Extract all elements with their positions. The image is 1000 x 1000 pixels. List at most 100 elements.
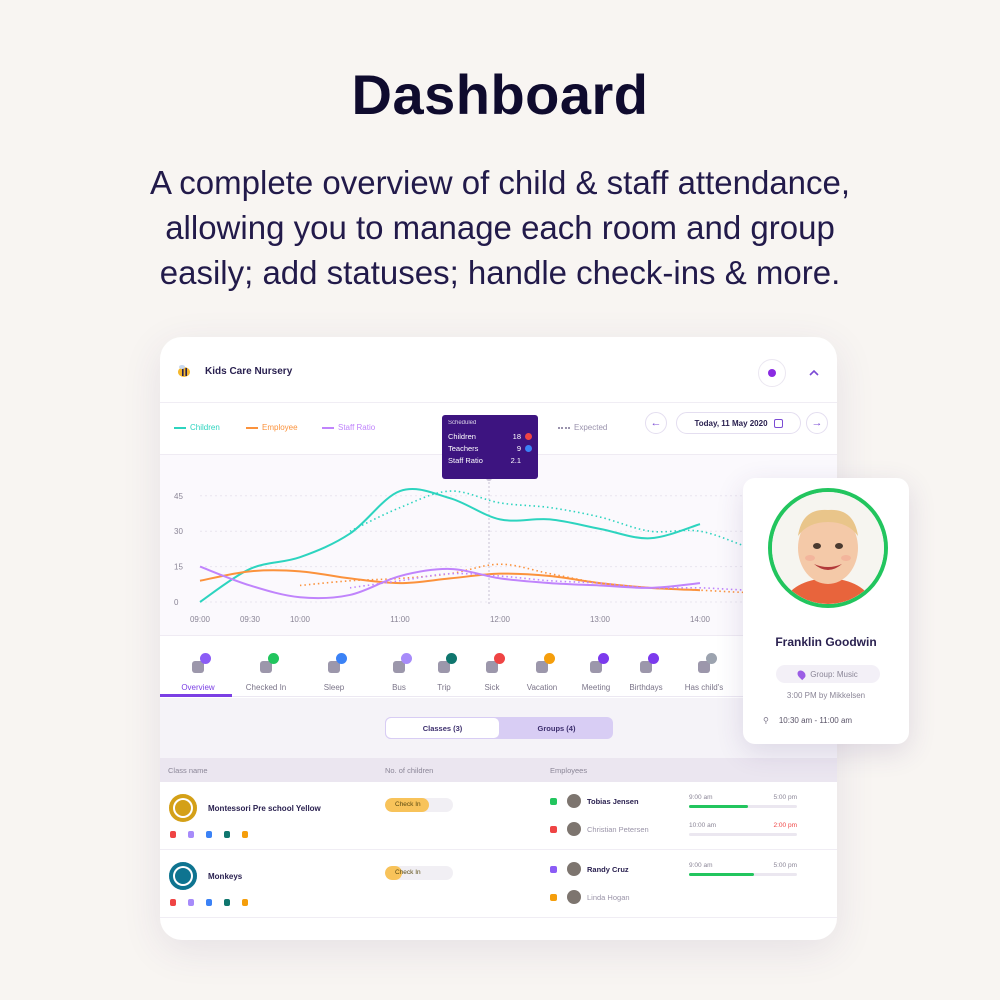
table-row[interactable]: Montessori Pre school Yellow Check In Tobi… <box>160 782 837 850</box>
class-name[interactable]: Monkeys <box>208 872 243 881</box>
nursery-name: Kids Care Nursery <box>205 366 293 377</box>
chart-area <box>160 454 837 636</box>
next-day-button[interactable]: → <box>806 412 828 434</box>
x-tick-label: 14:00 <box>690 615 711 624</box>
column-header-children[interactable]: No. of children <box>385 766 434 775</box>
shift-start: 9:00 am <box>689 862 713 869</box>
tab-birthdays[interactable]: Birthdays <box>612 653 680 697</box>
employee-status-icon <box>550 797 557 805</box>
legend-item-expected[interactable]: Expected <box>558 423 607 432</box>
legend-label: Expected <box>574 423 608 432</box>
shift-progress-track <box>689 833 797 836</box>
shift-end: 5:00 pm <box>773 862 798 869</box>
employee-status-icon <box>550 893 557 901</box>
employee-name: Christian Petersen <box>587 824 649 834</box>
employee-entry[interactable]: Christian Petersen <box>550 822 649 836</box>
x-tick-label: 13:00 <box>590 615 611 624</box>
view-toggle-area: Classes (3) Groups (4) <box>160 698 837 758</box>
tab-vacation[interactable]: Vacation <box>508 653 576 697</box>
column-header-employees[interactable]: Employees <box>550 766 588 775</box>
avatar <box>567 822 581 836</box>
hero-subtitle-line: allowing you to manage each room and gro… <box>165 209 835 246</box>
x-tick-label: 11:00 <box>390 615 410 624</box>
tab-checked-in[interactable]: Checked In <box>232 653 300 697</box>
settings-button[interactable] <box>758 359 786 387</box>
prev-day-button[interactable]: ← <box>645 412 667 434</box>
y-tick-label: 45 <box>174 492 183 501</box>
count-badge <box>494 653 505 664</box>
column-header-class[interactable]: Class name <box>168 766 208 775</box>
arrow-left-icon: ← <box>650 417 662 429</box>
status-icon <box>260 653 279 673</box>
shift-timeline: 9:00 am 5:00 pm <box>689 794 797 814</box>
walking-person-icon: ⚲ <box>763 716 769 725</box>
tab-label: Checked In <box>245 683 287 692</box>
status-icon <box>393 653 412 673</box>
table-row[interactable]: Monkeys Check In Randy Cruz 9:00 am 5:00 pm L… <box>160 850 837 918</box>
status-mini-icon <box>224 831 232 838</box>
gear-icon <box>768 369 776 377</box>
employee-name: Tobias Jensen <box>587 796 639 806</box>
tooltip-label: Staff Ratio <box>448 455 483 465</box>
tooltip-value: 9 <box>516 443 521 453</box>
tab-label: Meeting <box>581 683 611 692</box>
x-tick-label: 09:00 <box>190 615 211 624</box>
status-mini-icon <box>188 831 196 838</box>
status-mini-icon <box>206 831 214 838</box>
y-tick-label: 30 <box>174 527 183 536</box>
checkin-progress-fill <box>385 798 430 812</box>
tab-meeting[interactable]: Meeting <box>562 653 630 697</box>
date-picker[interactable]: Today, 11 May 2020 <box>676 412 801 434</box>
shift-progress-track <box>689 805 797 808</box>
tab-overview[interactable]: Overview <box>164 653 232 697</box>
avatar <box>567 794 581 808</box>
tooltip-value: 18 <box>512 431 521 441</box>
dashboard-card: Kids Care Nursery Children Employee Staf… <box>160 337 837 940</box>
status-icon-strip <box>170 899 250 906</box>
hero-subtitle: A complete overview of child & staff att… <box>80 160 920 295</box>
status-icon <box>486 653 505 673</box>
series-line-children-dotted <box>349 490 801 563</box>
child-profile-card[interactable]: Franklin Goodwin Group: Music 3:00 PM by… <box>743 478 909 744</box>
employee-name: Linda Hogan <box>587 892 630 902</box>
employee-status-icon <box>550 865 557 873</box>
series-line-staff-ratio-dotted <box>349 572 801 592</box>
tooltip-header: Scheduled <box>448 420 477 426</box>
status-icon <box>590 653 609 673</box>
status-mini-icon <box>206 899 214 906</box>
tooltip-value: 2.1 <box>510 455 521 465</box>
class-avatar <box>169 794 197 822</box>
status-mini-icon <box>224 899 232 906</box>
card-header: Kids Care Nursery <box>160 337 837 403</box>
tab-has-child-s[interactable]: Has child's <box>670 653 738 697</box>
employee-name: Randy Cruz <box>587 864 629 874</box>
employee-entry[interactable]: Linda Hogan <box>550 890 630 904</box>
count-badge <box>706 653 717 664</box>
collapse-button[interactable] <box>800 359 828 387</box>
status-icon <box>328 653 347 673</box>
tab-trip[interactable]: Trip <box>410 653 478 697</box>
tab-sleep[interactable]: Sleep <box>300 653 368 697</box>
shift-timeline: 9:00 am 5:00 pm <box>689 862 797 882</box>
tab-label: Birthdays <box>629 683 663 692</box>
child-photo <box>768 488 888 608</box>
employee-entry[interactable]: Tobias Jensen <box>550 794 639 808</box>
tab-sick[interactable]: Sick <box>458 653 526 697</box>
table-header: Class name No. of children Employees <box>160 758 837 782</box>
status-icon <box>698 653 717 673</box>
employee-entry[interactable]: Randy Cruz <box>550 862 629 876</box>
employee-status-icon <box>550 825 557 833</box>
time-range-text: 10:30 am - 11:00 am <box>778 716 853 725</box>
tab-label: Vacation <box>526 683 558 692</box>
class-name[interactable]: Montessori Pre school Yellow <box>208 804 321 813</box>
legend-item-staff-ratio[interactable]: Staff Ratio <box>322 423 375 432</box>
hero-title: Dashboard <box>351 63 649 126</box>
toggle-classes[interactable]: Classes (3) <box>385 717 500 739</box>
tab-bus[interactable]: Bus <box>365 653 433 697</box>
legend-item-children[interactable]: Children <box>174 423 220 432</box>
y-tick-label: 0 <box>174 598 179 607</box>
toggle-groups[interactable]: Groups (4) <box>537 723 576 733</box>
series-line-staff-ratio-solid <box>199 565 701 600</box>
count-badge <box>648 653 659 664</box>
legend-item-employee[interactable]: Employee <box>246 423 298 432</box>
